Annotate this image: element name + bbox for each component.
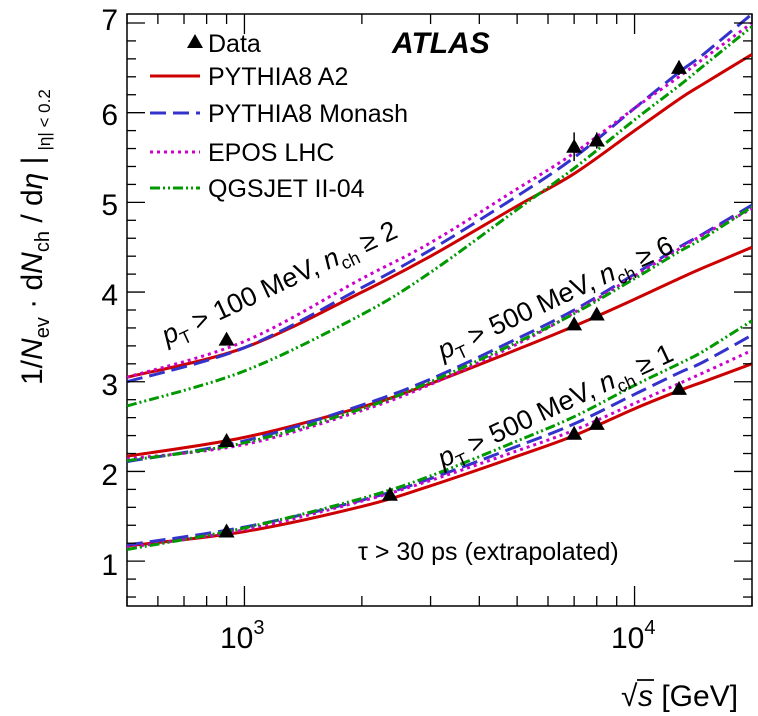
data-marker <box>381 486 398 501</box>
data-markers <box>218 59 688 538</box>
data-point <box>381 486 398 501</box>
data-marker <box>566 316 583 331</box>
x-axis-title: √ s [GeV] <box>621 679 738 713</box>
data-marker <box>566 138 583 153</box>
data-point <box>218 523 235 538</box>
x-axis-title-text: s [GeV] <box>638 680 738 713</box>
legend-label-qgsjet: QGSJET II-04 <box>208 175 365 203</box>
data-point <box>671 380 688 395</box>
data-point <box>566 425 583 440</box>
y-tick-label: 2 <box>101 459 118 492</box>
legend-label-epos-lhc: EPOS LHC <box>208 139 334 167</box>
x-tick-label: 103 <box>220 617 265 655</box>
legend: Data PYTHIA8 A2 PYTHIA8 Monash EPOS LHC … <box>150 30 408 203</box>
x-axis-radical: √ <box>621 680 638 713</box>
data-marker <box>218 331 235 346</box>
axis-ticks <box>126 14 753 606</box>
data-marker <box>588 306 605 321</box>
y-tick-label: 6 <box>101 99 118 132</box>
data-marker <box>671 59 688 74</box>
data-marker <box>218 523 235 538</box>
y-tick-label: 4 <box>101 279 118 312</box>
experiment-label: ATLAS <box>391 27 490 60</box>
y-tick-label: 5 <box>101 189 118 222</box>
data-point <box>588 306 605 321</box>
curve-pythia8-a2-set-2 <box>127 362 752 548</box>
data-point <box>566 132 583 162</box>
data-marker <box>588 132 605 147</box>
legend-label-data: Data <box>208 30 261 58</box>
y-axis-title-text: 1/Nev · dNch / dη ||η| < 0.2 <box>16 89 54 385</box>
legend-label-pythia8-a2: PYTHIA8 A2 <box>208 63 348 91</box>
y-tick-label: 1 <box>101 549 118 582</box>
x-tick-labels: 103 104 <box>220 617 656 655</box>
curve-epos-lhc-set-1 <box>127 207 752 461</box>
curve-pythia8-a2-set-1 <box>127 245 752 458</box>
legend-marker-data <box>187 34 203 48</box>
y-tick-label: 3 <box>101 369 118 402</box>
lifetime-note: τ > 30 ps (extrapolated) <box>358 538 619 566</box>
legend-label-pythia8-monash: PYTHIA8 Monash <box>208 100 408 128</box>
data-point <box>218 331 235 346</box>
curve-qgsjet-ii-04-set-0 <box>127 25 752 408</box>
data-marker <box>671 380 688 395</box>
data-point <box>218 432 235 447</box>
curve-pythia8-monash-set-0 <box>127 14 752 384</box>
curve-qgsjet-ii-04-set-2 <box>127 319 752 551</box>
model-curves <box>127 14 752 551</box>
y-axis-title: 1/Nev · dNch / dη ||η| < 0.2 <box>16 89 54 385</box>
data-point <box>566 316 583 331</box>
curve-pythia8-monash-set-1 <box>127 203 752 464</box>
y-tick-labels: 1 2 3 4 5 6 7 <box>101 4 118 582</box>
data-point <box>588 132 605 149</box>
curve-epos-lhc-set-2 <box>127 349 752 550</box>
data-point <box>588 415 605 430</box>
x-tick-label: 104 <box>611 617 656 655</box>
curve-qgsjet-ii-04-set-1 <box>127 205 752 463</box>
curve-pythia8-monash-set-2 <box>127 333 752 547</box>
data-marker <box>566 425 583 440</box>
data-point <box>671 59 688 75</box>
data-marker <box>218 432 235 447</box>
data-marker <box>588 415 605 430</box>
y-tick-label: 7 <box>101 4 118 37</box>
